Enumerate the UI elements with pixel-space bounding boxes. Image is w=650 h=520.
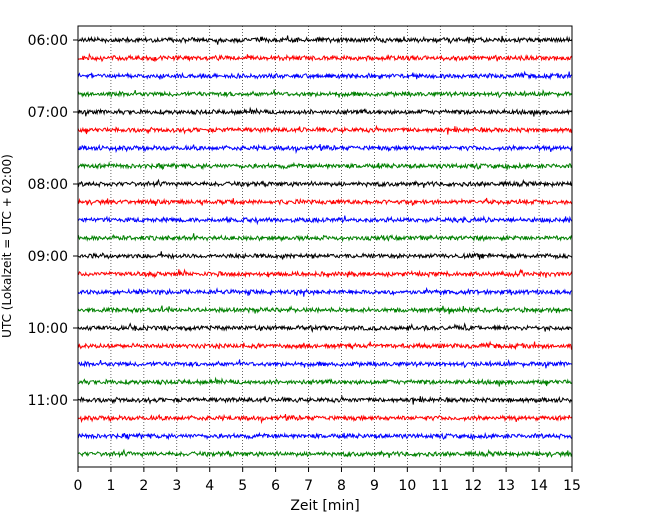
trace-line [78, 216, 572, 224]
x-tick-label: 4 [205, 478, 214, 494]
trace-line [78, 450, 572, 458]
trace-line [78, 54, 572, 61]
trace-line [78, 324, 572, 332]
y-axis-label: UTC (Lokalzeit = UTC + 02:00) [0, 154, 14, 338]
trace-line [78, 306, 572, 315]
x-tick-label: 7 [304, 478, 313, 494]
trace-line [78, 126, 572, 134]
trace-line [78, 378, 572, 386]
y-axis-ticks: 06:00 07:00 08:00 09:00 10:00 11:00 [28, 33, 78, 409]
x-tick-label: 12 [464, 478, 482, 494]
x-tick-label: 6 [271, 478, 280, 494]
x-tick-label: 10 [398, 478, 416, 494]
trace-line [78, 359, 572, 368]
trace-line [78, 414, 572, 422]
y-tick-label: 06:00 [28, 33, 68, 49]
trace-line [78, 433, 572, 440]
trace-line [78, 163, 572, 170]
trace-line [78, 72, 572, 80]
x-tick-label: 9 [370, 478, 379, 494]
x-tick-label: 14 [530, 478, 548, 494]
seismic-traces [78, 36, 572, 458]
x-tick-label: 5 [238, 478, 247, 494]
y-tick-label: 08:00 [28, 177, 68, 193]
y-tick-label: 09:00 [28, 249, 68, 265]
x-tick-label: 0 [74, 478, 83, 494]
y-tick-label: 11:00 [28, 393, 68, 409]
trace-line [78, 251, 572, 259]
trace-line [78, 342, 572, 349]
trace-line [78, 289, 572, 297]
trace-line [78, 269, 572, 277]
trace-line [78, 396, 572, 404]
x-axis-ticks: 0 1 2 3 4 5 6 7 8 9 10 11 12 13 14 15 [74, 467, 581, 494]
x-tick-label: 13 [497, 478, 515, 494]
x-tick-label: 2 [139, 478, 148, 494]
trace-line [78, 89, 572, 97]
x-tick-label: 15 [563, 478, 581, 494]
trace-line [78, 180, 572, 188]
x-tick-label: 8 [337, 478, 346, 494]
x-tick-label: 1 [106, 478, 115, 494]
y-tick-label: 07:00 [28, 105, 68, 121]
x-tick-label: 3 [172, 478, 181, 494]
y-tick-label: 10:00 [28, 321, 68, 337]
x-tick-label: 11 [431, 478, 449, 494]
trace-line [78, 198, 572, 206]
trace-line [78, 233, 572, 240]
trace-line [78, 36, 572, 45]
trace-line [78, 144, 572, 152]
x-axis-label: Zeit [min] [290, 498, 359, 514]
trace-line [78, 108, 572, 116]
